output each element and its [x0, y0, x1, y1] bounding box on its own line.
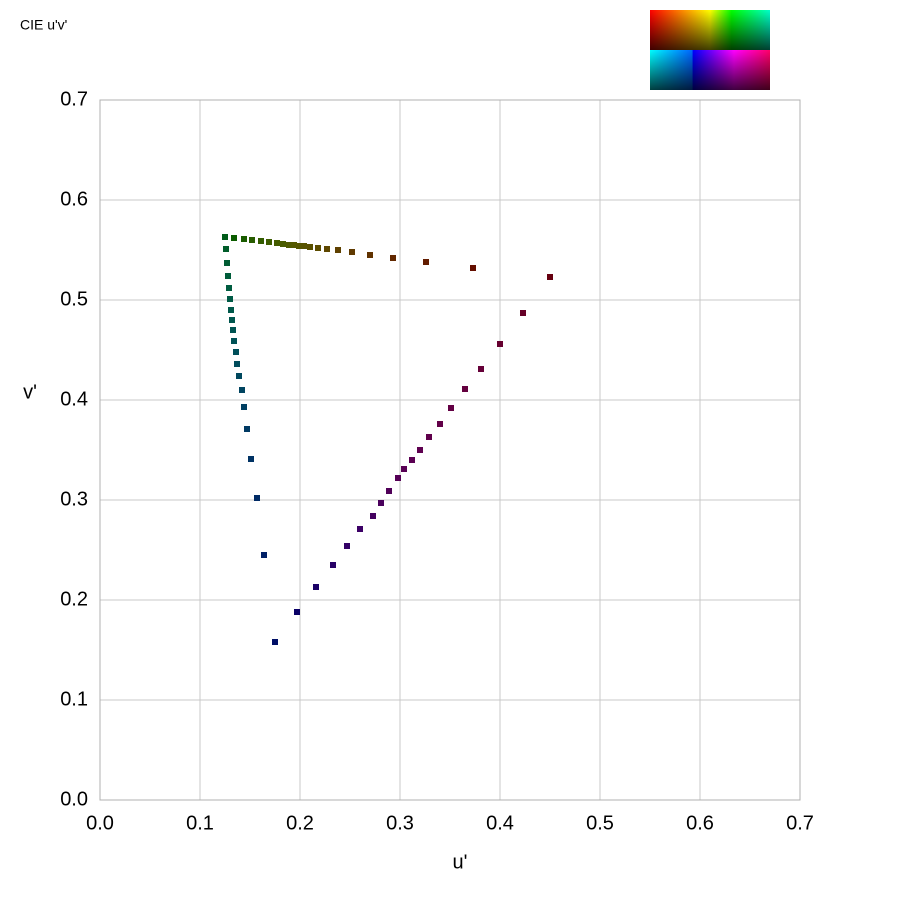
point — [417, 447, 423, 453]
point — [497, 341, 503, 347]
chart-title: CIE u'v' — [20, 17, 67, 33]
point — [241, 236, 247, 242]
y-axis-label: v' — [23, 381, 37, 403]
y-tick-label: 0.2 — [60, 588, 88, 610]
point — [286, 242, 292, 248]
point — [231, 338, 237, 344]
y-tick-label: 0.1 — [60, 688, 88, 710]
point — [330, 562, 336, 568]
point — [520, 310, 526, 316]
x-tick-label: 0.7 — [786, 812, 814, 834]
point — [426, 434, 432, 440]
point — [401, 466, 407, 472]
point — [244, 426, 250, 432]
x-tick-label: 0.5 — [586, 812, 614, 834]
point — [462, 386, 468, 392]
point — [344, 543, 350, 549]
point — [370, 513, 376, 519]
point — [395, 475, 401, 481]
point — [261, 552, 267, 558]
y-tick-label: 0.0 — [60, 788, 88, 810]
point — [258, 238, 264, 244]
point — [423, 259, 429, 265]
point — [229, 317, 235, 323]
point — [280, 241, 286, 247]
point — [291, 242, 297, 248]
point — [236, 373, 242, 379]
x-tick-label: 0.0 — [86, 812, 114, 834]
point — [378, 500, 384, 506]
point — [234, 361, 240, 367]
point — [248, 456, 254, 462]
point — [239, 387, 245, 393]
point — [228, 307, 234, 313]
color-swatch — [650, 10, 770, 90]
point — [266, 239, 272, 245]
y-tick-label: 0.7 — [60, 88, 88, 110]
point — [296, 243, 302, 249]
point — [274, 240, 280, 246]
point — [313, 584, 319, 590]
point — [224, 260, 230, 266]
point — [230, 327, 236, 333]
point — [241, 404, 247, 410]
point — [367, 252, 373, 258]
point — [222, 234, 228, 240]
point — [223, 246, 229, 252]
point — [390, 255, 396, 261]
point — [233, 349, 239, 355]
y-tick-label: 0.4 — [60, 388, 88, 410]
x-tick-label: 0.4 — [486, 812, 514, 834]
point — [226, 285, 232, 291]
point — [357, 526, 363, 532]
point — [307, 244, 313, 250]
point — [448, 405, 454, 411]
point — [349, 249, 355, 255]
point — [437, 421, 443, 427]
point — [231, 235, 237, 241]
y-tick-label: 0.5 — [60, 288, 88, 310]
point — [547, 274, 553, 280]
x-tick-label: 0.6 — [686, 812, 714, 834]
x-tick-label: 0.1 — [186, 812, 214, 834]
y-tick-label: 0.3 — [60, 488, 88, 510]
point — [225, 273, 231, 279]
x-tick-label: 0.2 — [286, 812, 314, 834]
point — [294, 609, 300, 615]
plot-border — [99, 99, 801, 801]
point — [386, 488, 392, 494]
point — [324, 246, 330, 252]
y-tick-label: 0.6 — [60, 188, 88, 210]
point — [227, 296, 233, 302]
point — [315, 245, 321, 251]
point — [470, 265, 476, 271]
point — [409, 457, 415, 463]
point — [335, 247, 341, 253]
x-tick-label: 0.3 — [386, 812, 414, 834]
point — [272, 639, 278, 645]
point — [254, 495, 260, 501]
point — [478, 366, 484, 372]
x-axis-label: u' — [453, 851, 468, 873]
point — [301, 243, 307, 249]
point — [249, 237, 255, 243]
